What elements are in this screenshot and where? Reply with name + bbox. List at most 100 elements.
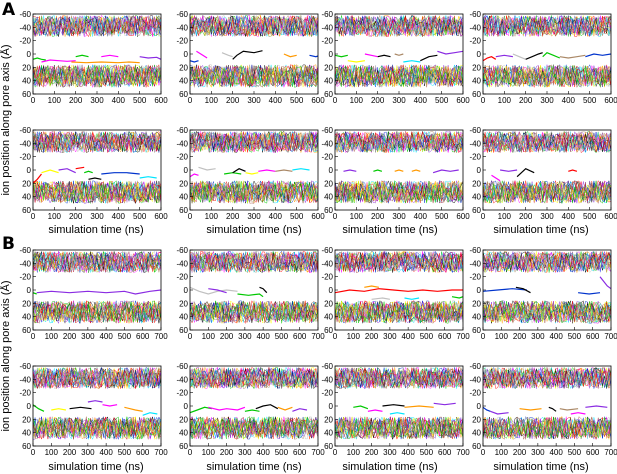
x-tick-label: 0	[31, 332, 36, 341]
bulk-trace	[335, 416, 463, 440]
y-tick-label: -60	[469, 10, 481, 19]
y-tick-label: 60	[22, 206, 31, 215]
y-tick-label: 60	[179, 206, 188, 215]
x-tick-label: 100	[347, 332, 361, 341]
x-tick-label: 0	[188, 448, 193, 457]
ion-trace	[500, 169, 518, 172]
ion-trace	[568, 169, 578, 172]
ion-trace	[599, 276, 611, 290]
x-tick-label: 100	[498, 212, 512, 221]
y-tick-label: -60	[19, 246, 31, 255]
bulk-trace	[190, 14, 318, 37]
y-tick-label: -40	[321, 259, 333, 268]
bulk-trace	[483, 416, 611, 440]
x-tick-label: 500	[583, 96, 597, 105]
bulk-trace	[483, 15, 611, 36]
x-tick-label: 300	[540, 96, 554, 105]
bulk-trace	[190, 366, 318, 389]
bulk-trace	[33, 132, 161, 152]
x-tick-label: 300	[540, 212, 554, 221]
bulk-trace	[483, 415, 611, 440]
bulk-trace	[483, 15, 611, 37]
x-tick-label: 600	[311, 96, 325, 105]
bulk-trace	[33, 251, 161, 274]
bulk-trace	[483, 64, 611, 88]
plot-area	[33, 366, 161, 441]
y-tick-label: -20	[176, 389, 188, 398]
bulk-trace	[33, 300, 161, 324]
bulk-trace	[190, 180, 318, 204]
bulk-trace	[33, 416, 161, 440]
bulk-trace	[483, 300, 611, 324]
x-tick-label: 500	[118, 332, 132, 341]
y-tick-label: -60	[176, 126, 188, 135]
ion-trace	[142, 412, 158, 416]
bulk-trace	[33, 300, 161, 324]
y-tick-label: 20	[472, 299, 481, 308]
bulk-trace	[483, 180, 611, 204]
bulk-trace	[33, 417, 161, 440]
ion-trace	[403, 60, 421, 63]
ion-trace	[495, 54, 513, 58]
y-tick-label: -40	[176, 139, 188, 148]
bulk-trace	[335, 367, 463, 388]
bulk-trace	[335, 417, 463, 440]
y-tick-label: 20	[179, 63, 188, 72]
x-tick-label: 200	[365, 332, 379, 341]
y-tick-label: -40	[469, 23, 481, 32]
plot-area	[483, 130, 611, 205]
bulk-trace	[483, 131, 611, 154]
ion-trace	[559, 54, 586, 59]
x-tick-label: 700	[604, 448, 617, 457]
y-tick-label: 20	[179, 299, 188, 308]
ion-trace	[516, 167, 535, 178]
ion-trace	[196, 50, 208, 59]
x-tick-label: 300	[81, 332, 95, 341]
bulk-trace	[483, 416, 611, 439]
x-tick-label: 100	[205, 96, 219, 105]
x-tick-label: 600	[586, 448, 600, 457]
bulk-trace	[335, 252, 463, 274]
ion-trace	[277, 406, 293, 411]
plot-area	[190, 130, 318, 204]
x-tick-label: 500	[290, 212, 304, 221]
x-tick-label: 600	[136, 332, 150, 341]
x-tick-label: 400	[549, 448, 563, 457]
bulk-trace	[190, 367, 318, 389]
bulk-trace	[33, 15, 161, 38]
x-tick-label: 400	[269, 212, 283, 221]
y-tick-label: 60	[324, 90, 333, 99]
y-tick-label: 20	[179, 415, 188, 424]
ion-trace	[483, 406, 491, 412]
y-tick-label: -20	[19, 153, 31, 162]
bulk-trace	[33, 14, 161, 37]
plot-area	[190, 14, 318, 88]
bulk-trace	[190, 300, 318, 323]
ion-trace	[102, 404, 118, 407]
x-tick-label: 400	[549, 332, 563, 341]
x-tick-label: 100	[347, 448, 361, 457]
x-tick-label: 600	[586, 332, 600, 341]
panel-letter-b: B	[2, 234, 15, 254]
plot-area	[483, 14, 611, 89]
y-tick-label: 60	[472, 326, 481, 335]
y-tick-label: 40	[472, 429, 481, 438]
bulk-trace	[335, 181, 463, 204]
x-tick-label: 600	[293, 332, 307, 341]
ion-trace	[245, 172, 259, 175]
y-tick-label: 0	[184, 50, 189, 59]
y-tick-label: -20	[321, 37, 333, 46]
x-tick-label: 600	[604, 212, 617, 221]
x-tick-label: 700	[604, 332, 617, 341]
x-tick-label: 100	[495, 448, 509, 457]
y-tick-label: 20	[179, 179, 188, 188]
bulk-trace	[190, 131, 318, 153]
y-tick-label: 40	[179, 193, 188, 202]
x-axis-title-a: simulation time (ns)	[493, 224, 588, 236]
ion-trace	[139, 56, 161, 60]
